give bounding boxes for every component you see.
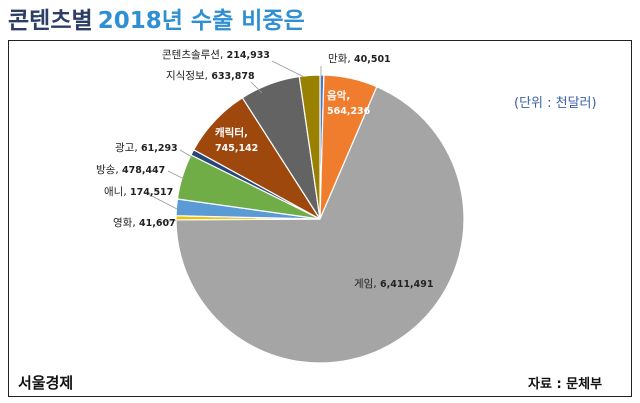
pie-slice-2 xyxy=(175,85,465,364)
pie-slice-9 xyxy=(298,74,321,220)
data-label-3: 영화, 41,607 xyxy=(113,217,176,229)
leader-line-3 xyxy=(156,219,177,224)
leader-line-9 xyxy=(271,60,305,78)
data-label-8: 지식정보, 633,878 xyxy=(166,70,255,82)
data-label-2: 게임, 6,411,491 xyxy=(354,277,434,290)
leader-line-5 xyxy=(167,170,185,180)
data-label-1: 음악, 564,236 xyxy=(327,90,371,117)
source-note: 자료 : 문체부 xyxy=(528,377,603,392)
data-label-0: 만화, 40,501 xyxy=(328,53,391,65)
unit-note: (단위 : 천달러) xyxy=(514,96,597,111)
leader-line-6 xyxy=(179,149,193,158)
chart-title-main: 콘텐츠별 xyxy=(8,8,93,34)
data-label-6: 광고, 61,293 xyxy=(115,142,178,154)
data-label-9: 콘텐츠솔루션, 214,933 xyxy=(162,49,270,61)
chart-title-highlight: 2018년 수출 비중은 xyxy=(97,8,305,34)
leader-line-4 xyxy=(147,193,178,210)
data-label-5: 방송, 478,447 xyxy=(96,164,165,176)
data-label-4: 애니, 174,517 xyxy=(104,186,173,198)
brand-logo-text: 서울경제 xyxy=(18,374,74,392)
leader-line-8 xyxy=(250,81,263,94)
chart-title: 콘텐츠별 2018년 수출 비중은 xyxy=(8,4,305,38)
data-label-7: 캐릭터, 745,142 xyxy=(215,126,258,154)
